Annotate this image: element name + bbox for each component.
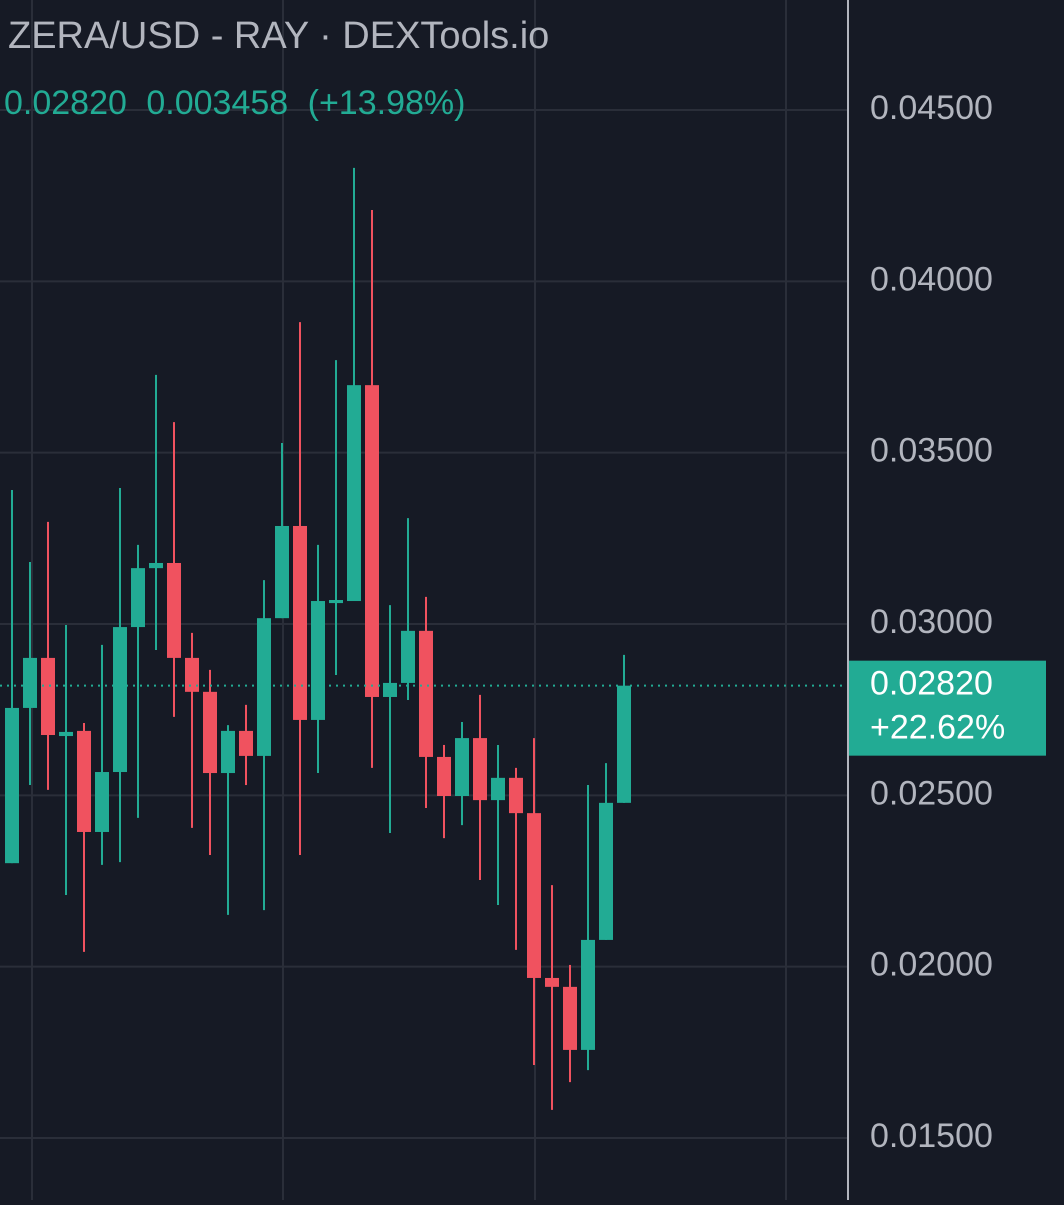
candle-body: [473, 738, 487, 801]
candle-body: [491, 777, 505, 801]
candle-body: [221, 730, 235, 774]
candle-body: [329, 600, 343, 604]
header-change: 0.003458: [146, 84, 288, 122]
candle-body: [437, 756, 451, 797]
price-axis: 0.01500 0.02000 0.02500 0.03000 0.03500 0.040…: [870, 89, 993, 1155]
candle-body: [239, 730, 253, 756]
candle-body: [185, 657, 199, 692]
candle-body: [365, 385, 379, 697]
candle-body: [563, 986, 577, 1050]
time-grid: [31, 0, 787, 1200]
y-tick-label: 0.03000: [870, 603, 993, 641]
header-values: 0.02820 0.003458 (+13.98%): [4, 84, 465, 122]
candles: [5, 167, 631, 1110]
candle-body: [581, 939, 595, 1050]
y-tick-label: 0.02500: [870, 774, 993, 812]
candle-body: [617, 685, 631, 803]
price-tag-value: 0.02820: [870, 665, 993, 703]
y-tick-label: 0.03500: [870, 432, 993, 470]
candle-body: [347, 385, 361, 602]
candle-body: [167, 562, 181, 658]
candle-body: [59, 731, 73, 737]
candle-body: [41, 657, 55, 736]
header-close: 0.02820: [4, 84, 127, 122]
candle-body: [23, 657, 37, 708]
candle-body: [545, 977, 559, 987]
candle-body: [203, 691, 217, 774]
chart-title: ZERA/USD - RAY · DEXTools.io: [8, 15, 549, 57]
candle-body: [401, 630, 415, 683]
y-tick-label: 0.01500: [870, 1117, 993, 1155]
candle-body: [293, 525, 307, 720]
y-tick-label: 0.04000: [870, 260, 993, 298]
candle-body: [455, 738, 469, 797]
candle-body: [311, 601, 325, 720]
candle-body: [527, 813, 541, 978]
overlay: 0.02820 +22.62%: [0, 660, 1046, 756]
candle-body: [5, 707, 19, 864]
candle-body: [131, 568, 145, 628]
candle-body: [257, 618, 271, 756]
candle-body: [113, 627, 127, 773]
candle-body: [149, 562, 163, 569]
y-tick-label: 0.04500: [870, 89, 993, 127]
candle-body: [275, 525, 289, 619]
price-tag-change: +22.62%: [870, 709, 1005, 747]
price-grid: [0, 108, 848, 1139]
candle-body: [77, 730, 91, 832]
candle-body: [419, 630, 433, 757]
y-tick-label: 0.02000: [870, 946, 993, 984]
price-tag: [848, 660, 1046, 756]
candle-body: [599, 802, 613, 940]
candle-body: [95, 772, 109, 832]
header-change-pct: (+13.98%): [308, 84, 466, 122]
candle-body: [509, 777, 523, 814]
